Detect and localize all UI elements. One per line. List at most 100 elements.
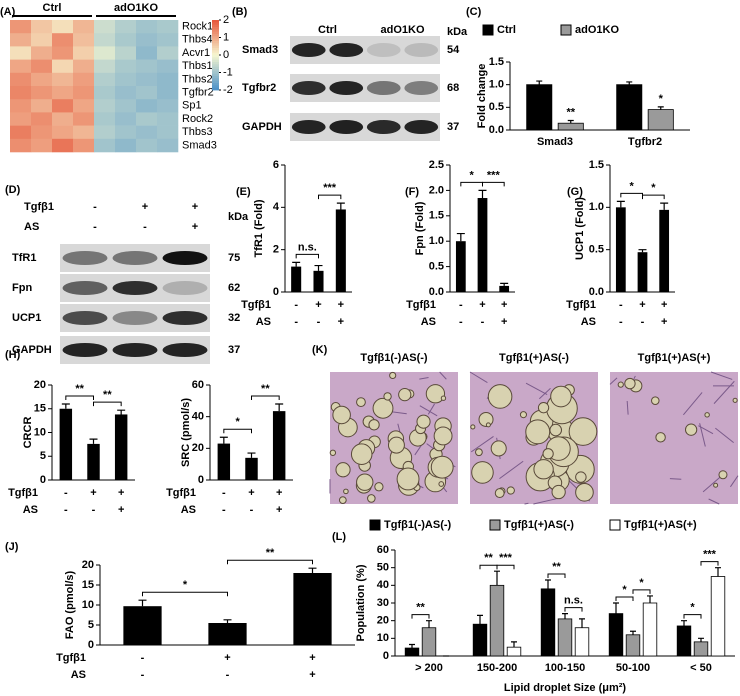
heatmap-cell: [73, 46, 95, 60]
error-bar: [579, 618, 585, 628]
significance-bracket: [615, 596, 634, 601]
heatmap-cell: [31, 46, 53, 60]
error-bar: [630, 630, 636, 635]
condition-sign: -: [459, 299, 463, 311]
condition-sign: -: [619, 316, 623, 328]
condition-sign: +: [276, 504, 282, 516]
heatmap-cell: [115, 33, 137, 47]
heatmap-cell: [157, 125, 179, 140]
heatmap-cell: [136, 59, 158, 74]
condition-sign: -: [93, 221, 97, 233]
error-bar: [616, 200, 625, 208]
bar: [616, 84, 643, 131]
condition-sign: -: [222, 504, 226, 516]
y-tick-label: 6: [273, 159, 279, 171]
heatmap-cell: [94, 125, 116, 140]
significance-label: **: [103, 389, 112, 401]
significance-bracket: [142, 591, 228, 597]
colorbar-step: [212, 85, 219, 89]
lipid-droplet: [713, 482, 719, 488]
heatmap-cell: [94, 138, 116, 153]
image-title: Tgfβ1(+)AS(+): [638, 352, 711, 364]
colorbar-step: [212, 59, 219, 63]
condition-name: AS: [581, 316, 596, 328]
heatmap-cell: [52, 99, 74, 113]
lipid-droplet: [617, 381, 624, 388]
kda-label: 75: [228, 252, 240, 264]
error-bar: [511, 641, 517, 648]
blot-band: [291, 43, 326, 57]
x-tick-label: 100-150: [545, 662, 585, 674]
bar: [557, 618, 573, 657]
significance-label: ***: [487, 169, 501, 181]
significance-label: **: [75, 383, 84, 395]
row-label: GAPDH: [12, 344, 52, 356]
group-label: adO1KO: [114, 2, 158, 14]
lipid-droplet: [575, 471, 587, 483]
x-tick-label: < 50: [690, 662, 712, 674]
heatmap-cell: [136, 112, 158, 126]
x-axis-label: Lipid droplet Size (μm²): [504, 682, 627, 694]
significance-bracket: [564, 607, 583, 612]
colorbar-step: [212, 43, 219, 47]
row-label: Thbs4: [182, 34, 213, 46]
condition-name: AS: [71, 669, 86, 681]
lipid-droplet: [335, 462, 351, 478]
error-bar: [494, 570, 500, 586]
blot-band: [404, 120, 439, 134]
blot-band: [329, 43, 364, 57]
y-tick-label: 10: [82, 599, 94, 611]
lipid-droplet: [471, 461, 494, 484]
heatmap-cell: [136, 86, 158, 100]
y-axis-label: UCP1 (Fold): [574, 197, 586, 260]
y-tick-label: 20: [34, 379, 46, 391]
heatmap-cell: [94, 72, 116, 87]
lipid-droplet: [485, 422, 491, 428]
y-tick-label: 30: [377, 597, 389, 609]
lipid-droplet: [487, 384, 513, 409]
y-tick-label: 0: [198, 474, 204, 486]
heatmap-cell: [10, 138, 32, 153]
significance-bracket: [65, 395, 94, 400]
condition-name: Tgfβ1: [406, 299, 436, 311]
error-bar: [715, 567, 721, 577]
heatmap-cell: [115, 46, 137, 60]
y-tick-label: 60: [377, 544, 389, 556]
colorbar-tick-label: -1: [223, 66, 233, 78]
condition-sign: -: [481, 316, 485, 328]
significance-bracket: [482, 181, 505, 187]
y-tick-label: 0.0: [429, 286, 444, 298]
cell-edge: [470, 436, 494, 453]
y-tick-label: 0.5: [589, 244, 604, 256]
condition-sign: -: [93, 201, 97, 213]
condition-sign: -: [64, 504, 68, 516]
row-label: Rock2: [182, 113, 213, 125]
heatmap-cell: [157, 72, 179, 87]
unit-label: kDa: [447, 26, 468, 38]
heatmap-cell: [136, 20, 158, 34]
cell-edge: [525, 382, 548, 395]
panel-label: (L): [332, 531, 346, 543]
significance-label: *: [690, 602, 695, 614]
heatmap-cell: [73, 72, 95, 87]
significance-label: n.s.: [298, 241, 317, 253]
significance-label: **: [261, 383, 270, 395]
legend-swatch: [560, 24, 572, 36]
condition-name: Tgfβ1: [241, 299, 271, 311]
significance-label: *: [651, 182, 656, 194]
y-tick-label: 15: [82, 579, 94, 591]
lipid-droplet: [438, 481, 445, 487]
heatmap-cell: [73, 20, 95, 34]
heatmap-cell: [52, 86, 74, 100]
significance-bracket: [93, 401, 122, 407]
heatmap-cell: [10, 99, 32, 113]
heatmap-cell: [157, 112, 179, 126]
colorbar-step: [212, 83, 219, 86]
error-bar: [275, 403, 284, 412]
heatmap-cell: [136, 99, 158, 113]
bar: [472, 623, 488, 657]
kda-label: 37: [228, 344, 240, 356]
heatmap-cell: [52, 138, 74, 153]
lipid-droplet: [398, 388, 412, 402]
y-tick-label: 50: [377, 562, 389, 574]
